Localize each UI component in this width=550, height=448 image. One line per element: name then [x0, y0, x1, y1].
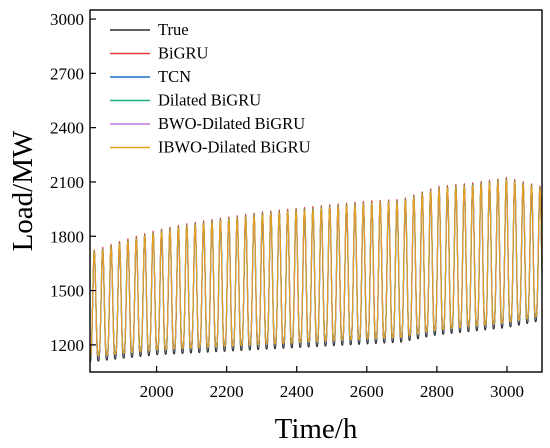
y-tick-label: 2700 — [50, 64, 84, 83]
x-tick-label: 2200 — [210, 382, 244, 401]
y-tick-label: 1200 — [50, 336, 84, 355]
legend-label: IBWO-Dilated BiGRU — [158, 138, 311, 157]
x-axis: 2000 2200 2400 2600 2800 3000 — [140, 366, 524, 401]
legend: True BiGRU TCN Dilated BiGRU BWO-Dilated BiG… — [110, 20, 311, 157]
legend-label: TCN — [158, 67, 191, 86]
plot-frame — [89, 9, 543, 373]
x-axis-title: Time/h — [275, 413, 358, 445]
series-layer — [90, 176, 542, 363]
x-tick-label: 2800 — [420, 382, 454, 401]
y-axis: 1200 1500 1800 2100 2400 2700 3000 — [50, 10, 96, 355]
y-tick-label: 1800 — [50, 227, 84, 246]
legend-label: BiGRU — [158, 44, 209, 63]
legend-label: True — [158, 20, 189, 39]
x-tick-label: 2600 — [350, 382, 384, 401]
y-tick-label: 2400 — [50, 119, 84, 138]
y-tick-label: 1500 — [50, 282, 84, 301]
x-tick-label: 2400 — [280, 382, 314, 401]
legend-label: BWO-Dilated BiGRU — [158, 114, 305, 133]
x-tick-label: 2000 — [140, 382, 174, 401]
x-tick-label: 3000 — [490, 382, 524, 401]
y-tick-label: 2100 — [50, 173, 84, 192]
y-tick-label: 3000 — [50, 10, 84, 29]
y-axis-title: Load/MW — [7, 130, 39, 251]
legend-label: Dilated BiGRU — [158, 91, 261, 110]
series-line-5 — [90, 179, 542, 359]
